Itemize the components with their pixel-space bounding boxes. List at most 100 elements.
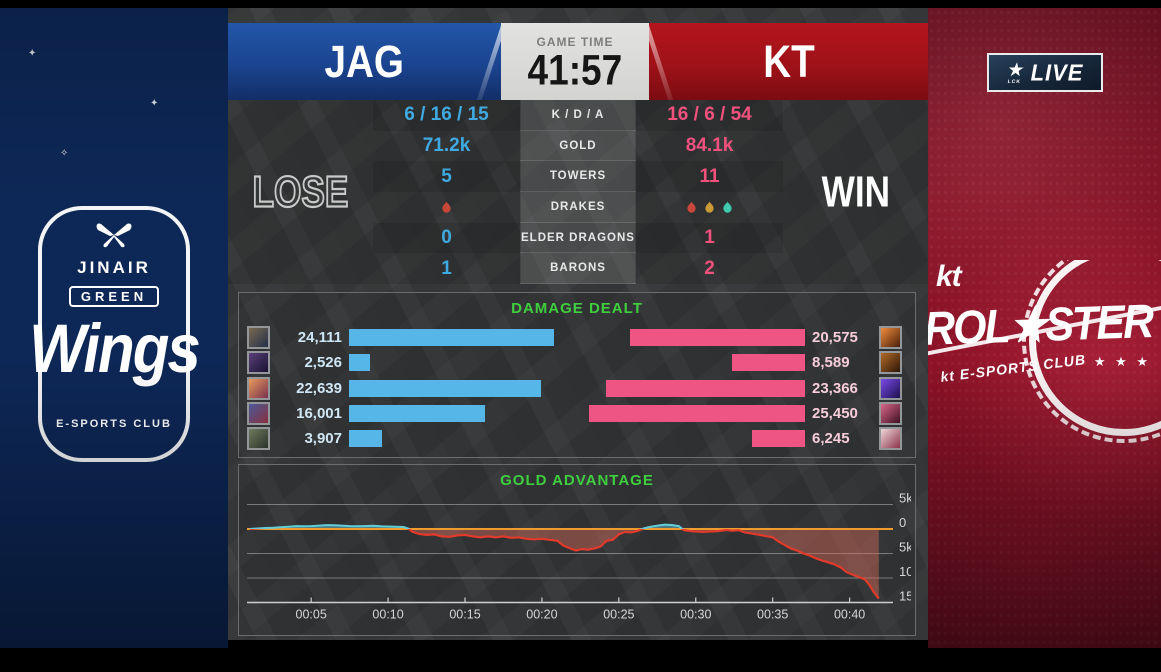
champion-portrait bbox=[879, 351, 902, 375]
kt-logo-club-text: kt E-SPORTS CLUB bbox=[939, 351, 1087, 385]
damage-row: 3,907 6,245 bbox=[247, 426, 907, 451]
damage-bar-right bbox=[751, 429, 805, 447]
ocean-drake-icon bbox=[723, 201, 732, 213]
kda-label: K / D / A bbox=[520, 100, 636, 131]
game-time-label: GAME TIME bbox=[536, 35, 614, 49]
damage-value-right: 20,575 bbox=[812, 329, 858, 347]
lose-label: LOSE bbox=[252, 166, 350, 217]
svg-text:00:40: 00:40 bbox=[834, 608, 865, 622]
live-badge: ★ LCK LIVE bbox=[987, 53, 1103, 92]
svg-text:00:10: 00:10 bbox=[372, 608, 403, 622]
champion-portrait bbox=[879, 326, 902, 350]
drakes-label: DRAKES bbox=[520, 192, 636, 223]
gold-left: 71.2k bbox=[422, 135, 471, 156]
damage-value-right: 25,450 bbox=[812, 404, 858, 422]
damage-value-right: 8,589 bbox=[812, 354, 850, 372]
right-result: WIN bbox=[783, 100, 928, 284]
team-name-jag: JAG bbox=[324, 35, 405, 87]
team-header-kt: KT bbox=[649, 23, 928, 100]
champion-portrait bbox=[879, 401, 902, 425]
stat-row-kda: 6 / 16 / 15 K / D / A 16 / 6 / 54 bbox=[373, 100, 783, 131]
kt-logo-rolster-text: ROL★STER bbox=[928, 295, 1153, 356]
damage-bar-left bbox=[349, 429, 383, 447]
damage-bar-right bbox=[588, 404, 805, 422]
jag-logo-green-text: GREEN bbox=[10, 286, 218, 307]
drakes-left bbox=[373, 192, 520, 223]
sparkle-icon: ✧ bbox=[60, 148, 69, 159]
svg-text:5k: 5k bbox=[899, 540, 911, 555]
gold-right: 84.1k bbox=[685, 135, 734, 156]
towers-left: 5 bbox=[441, 165, 452, 187]
infernal-drake-icon bbox=[687, 201, 696, 213]
barons-right: 2 bbox=[704, 257, 715, 279]
stat-row-gold: 71.2k GOLD 84.1k bbox=[373, 130, 783, 162]
damage-dealt-title: DAMAGE DEALT bbox=[511, 300, 643, 317]
stat-row-towers: 5 TOWERS 11 bbox=[373, 161, 783, 193]
damage-bar-left bbox=[349, 354, 371, 372]
damage-value-left: 2,526 bbox=[304, 354, 342, 372]
champion-portrait bbox=[879, 426, 902, 450]
kt-team-logo: kt ROL★STER kt E-SPORTS CLUB ★ ★ ★ bbox=[928, 260, 1161, 470]
svg-text:10k: 10k bbox=[899, 564, 911, 579]
team-header-jag: JAG bbox=[228, 23, 501, 100]
jag-logo-club-text: E-SPORTS CLUB bbox=[56, 418, 172, 430]
svg-text:15k: 15k bbox=[899, 589, 911, 604]
damage-value-left: 22,639 bbox=[296, 379, 342, 397]
infernal-drake-icon bbox=[442, 201, 451, 213]
butterfly-icon bbox=[10, 222, 218, 253]
svg-text:5k: 5k bbox=[899, 491, 911, 506]
sparkle-icon: ✦ bbox=[150, 98, 159, 109]
champion-portrait bbox=[247, 326, 270, 350]
lck-star-icon: ★ LCK bbox=[1005, 59, 1026, 85]
scoreboard-header: JAG GAME TIME 41:57 KT bbox=[228, 23, 928, 100]
team-name-kt: KT bbox=[762, 35, 815, 87]
champion-portrait bbox=[247, 351, 270, 375]
win-label: WIN bbox=[821, 167, 890, 216]
gold-advantage-chart: 00:05 00:10 00:15 00:20 00:25 00:30 00:35 00:40… bbox=[247, 491, 911, 622]
stats-table: LOSE 6 / 16 / 15 K / D / A 16 / 6 / 54 7… bbox=[228, 100, 928, 285]
stat-row-barons: 1 BARONS 2 bbox=[373, 253, 783, 285]
svg-text:0: 0 bbox=[899, 515, 906, 530]
elder-left: 0 bbox=[441, 227, 452, 249]
damage-dealt-panel: DAMAGE DEALT 24,111 20,575 2,526 bbox=[238, 292, 916, 458]
champion-portrait bbox=[247, 401, 270, 425]
kt-logo-kt-text: kt bbox=[936, 260, 962, 293]
svg-text:00:20: 00:20 bbox=[526, 608, 557, 622]
damage-value-left: 16,001 bbox=[296, 404, 342, 422]
champion-portrait bbox=[879, 376, 902, 400]
damage-value-left: 24,111 bbox=[297, 329, 342, 347]
jag-logo-airline-text: JINAIR bbox=[77, 258, 151, 277]
towers-right: 11 bbox=[699, 165, 720, 187]
damage-value-right: 6,245 bbox=[812, 429, 850, 447]
kda-right: 16 / 6 / 54 bbox=[667, 104, 752, 126]
rollercoaster-loop-icon bbox=[1022, 260, 1161, 443]
gold-advantage-panel: GOLD ADVANTAGE 00:05 00:10 00:15 00:20 00:25… bbox=[238, 464, 916, 636]
towers-label: TOWERS bbox=[520, 161, 636, 193]
damage-bar-left bbox=[349, 379, 542, 397]
live-label: LIVE bbox=[1030, 58, 1084, 86]
mountain-drake-icon bbox=[705, 201, 714, 213]
svg-text:00:35: 00:35 bbox=[757, 608, 788, 622]
left-result: LOSE bbox=[228, 100, 373, 284]
kt-logo-stars: ★ ★ ★ bbox=[1093, 354, 1151, 369]
drakes-right bbox=[636, 192, 783, 223]
champion-portrait bbox=[247, 426, 270, 450]
damage-value-right: 23,366 bbox=[812, 379, 858, 397]
svg-text:00:30: 00:30 bbox=[680, 608, 711, 622]
stats-grid: 6 / 16 / 15 K / D / A 16 / 6 / 54 71.2k … bbox=[373, 100, 783, 285]
damage-bar-left bbox=[349, 329, 554, 347]
left-crowd-background: ✦ ✦ ✧ JINAIR GREEN Wings E-SPORTS CLUB bbox=[0, 8, 228, 648]
jag-logo-frame bbox=[38, 206, 190, 462]
svg-text:00:25: 00:25 bbox=[603, 608, 634, 622]
game-time-value: 41:57 bbox=[527, 46, 623, 95]
elder-right: 1 bbox=[704, 227, 715, 249]
damage-row: 2,526 8,589 bbox=[247, 350, 907, 375]
kda-left: 6 / 16 / 15 bbox=[404, 104, 489, 126]
sparkle-icon: ✦ bbox=[28, 48, 37, 59]
damage-rows: 24,111 20,575 2,526 8,589 bbox=[247, 325, 907, 451]
jag-team-logo: JINAIR GREEN Wings E-SPORTS CLUB bbox=[10, 206, 218, 486]
damage-row: 16,001 25,450 bbox=[247, 401, 907, 426]
damage-bar-right bbox=[606, 379, 805, 397]
damage-value-left: 3,907 bbox=[304, 429, 342, 447]
